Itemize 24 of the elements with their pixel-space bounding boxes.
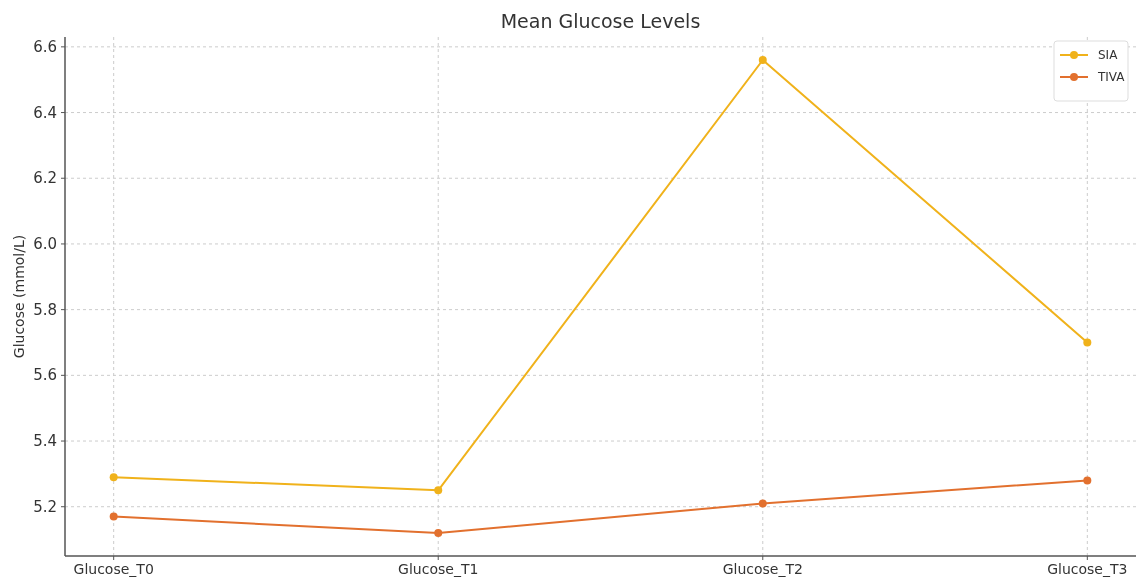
point [109, 473, 118, 482]
y-tick-label: 5.8 [33, 300, 57, 319]
x-tick-label: Glucose_T0 [73, 561, 154, 577]
y-tick-label: 5.4 [33, 432, 57, 451]
point [434, 529, 443, 538]
point [1083, 476, 1092, 485]
x-tick-label: Glucose_T2 [722, 561, 803, 577]
x-tick-label: Glucose_T3 [1047, 561, 1128, 577]
point [434, 486, 443, 495]
y-tick-label: 6.2 [33, 169, 57, 188]
point [1083, 338, 1092, 347]
y-tick-label: 5.2 [33, 497, 57, 516]
y-tick-label: 5.6 [33, 366, 57, 385]
legend-label: TIVA [1097, 70, 1126, 84]
y-tick-label: 6.4 [33, 103, 57, 122]
y-tick-label: 6.0 [33, 234, 57, 253]
point [758, 499, 767, 508]
legend-label: SIA [1098, 48, 1119, 62]
y-tick-label: 6.6 [33, 37, 57, 56]
point [109, 512, 118, 521]
x-tick-label: Glucose_T1 [398, 561, 479, 577]
y-axis-title: Glucose (mmol/L) [11, 234, 27, 359]
point [758, 55, 767, 64]
chart-title: Mean Glucose Levels [500, 10, 701, 32]
